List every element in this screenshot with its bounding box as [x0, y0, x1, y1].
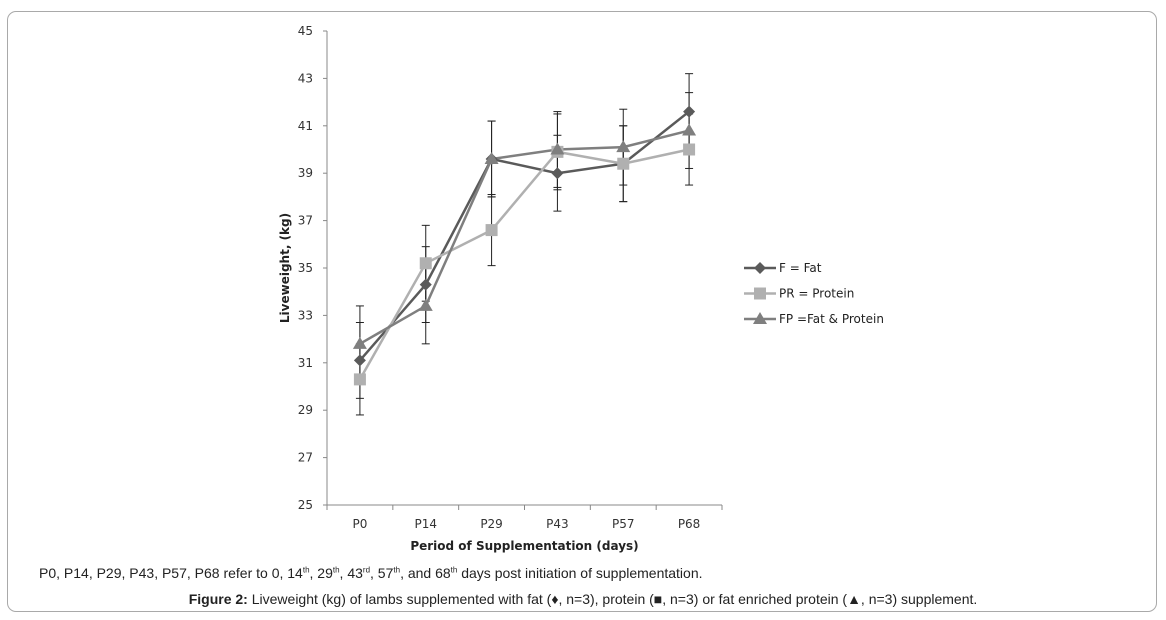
y-tick-label: 25: [298, 498, 313, 512]
note-text-4: , 57: [370, 565, 394, 581]
legend-marker-1: [754, 262, 766, 274]
x-tick-label: P14: [414, 517, 437, 531]
y-tick-label: 37: [298, 214, 313, 228]
y-tick-label: 33: [298, 308, 313, 322]
data-point-series-2: [485, 224, 498, 237]
y-tick-label: 29: [298, 403, 313, 417]
data-point-series-2: [419, 257, 432, 270]
data-point-series-2: [353, 373, 366, 386]
footnote: P0, P14, P29, P43, P57, P68 refer to 0, …: [39, 565, 703, 581]
data-point-series-3: [616, 140, 631, 153]
note-text-1: P0, P14, P29, P43, P57, P68 refer to 0, …: [39, 565, 303, 581]
note-sup-4: th: [393, 565, 401, 575]
y-tick-label: 39: [298, 166, 313, 180]
series-line-3: [359, 129, 690, 345]
x-tick-label: P68: [678, 517, 701, 531]
data-point-series-1: [419, 278, 432, 291]
legend-label-2: PR = Protein: [779, 287, 854, 301]
x-tick-label: P29: [480, 517, 503, 531]
data-point-series-1: [353, 354, 366, 367]
legend-label-1: F = Fat: [779, 261, 822, 275]
legend-label-3: FP =Fat & Protein: [779, 312, 884, 326]
y-tick-label: 35: [298, 261, 313, 275]
note-text-6: days post initiation of supplementation.: [457, 565, 703, 581]
data-point-series-2: [683, 143, 696, 156]
data-point-series-3: [484, 151, 499, 164]
data-point-series-3: [550, 142, 565, 155]
y-tick-label: 43: [298, 71, 313, 85]
series-line-1: [358, 110, 690, 362]
y-tick-label: 27: [298, 451, 313, 465]
data-point-series-3: [418, 298, 433, 311]
x-tick-label: P0: [352, 517, 367, 531]
data-point-series-3: [682, 123, 697, 136]
note-text-2: , 29: [309, 565, 333, 581]
x-tick-label: P57: [612, 517, 635, 531]
y-tick-label: 31: [298, 356, 313, 370]
series-line-2: [358, 148, 690, 381]
figure-caption: Figure 2: Liveweight (kg) of lambs suppl…: [0, 591, 1166, 607]
note-text-3: , 43: [339, 565, 363, 581]
data-point-series-1: [683, 105, 696, 118]
legend-marker-3: [753, 312, 767, 324]
note-sup-2: th: [332, 565, 340, 575]
x-axis-title: Period of Supplementation (days): [410, 539, 638, 553]
caption-text: Liveweight (kg) of lambs supplemented wi…: [247, 591, 978, 607]
note-text-5: , and 68: [400, 565, 451, 581]
y-tick-label: 41: [298, 119, 313, 133]
y-axis-title: Liveweight, (kg): [278, 213, 292, 323]
caption-label: Figure 2:: [188, 591, 248, 607]
data-point-series-2: [617, 157, 630, 170]
figure-frame: [7, 11, 1157, 612]
note-sup-3: rd: [362, 565, 371, 575]
data-point-series-3: [352, 336, 367, 349]
data-point-series-1: [551, 167, 564, 180]
y-tick-label: 45: [298, 24, 313, 38]
legend-marker-2: [754, 287, 766, 300]
note-sup-5: th: [450, 565, 458, 575]
x-tick-label: P43: [546, 517, 569, 531]
note-sup-1: th: [302, 565, 310, 575]
